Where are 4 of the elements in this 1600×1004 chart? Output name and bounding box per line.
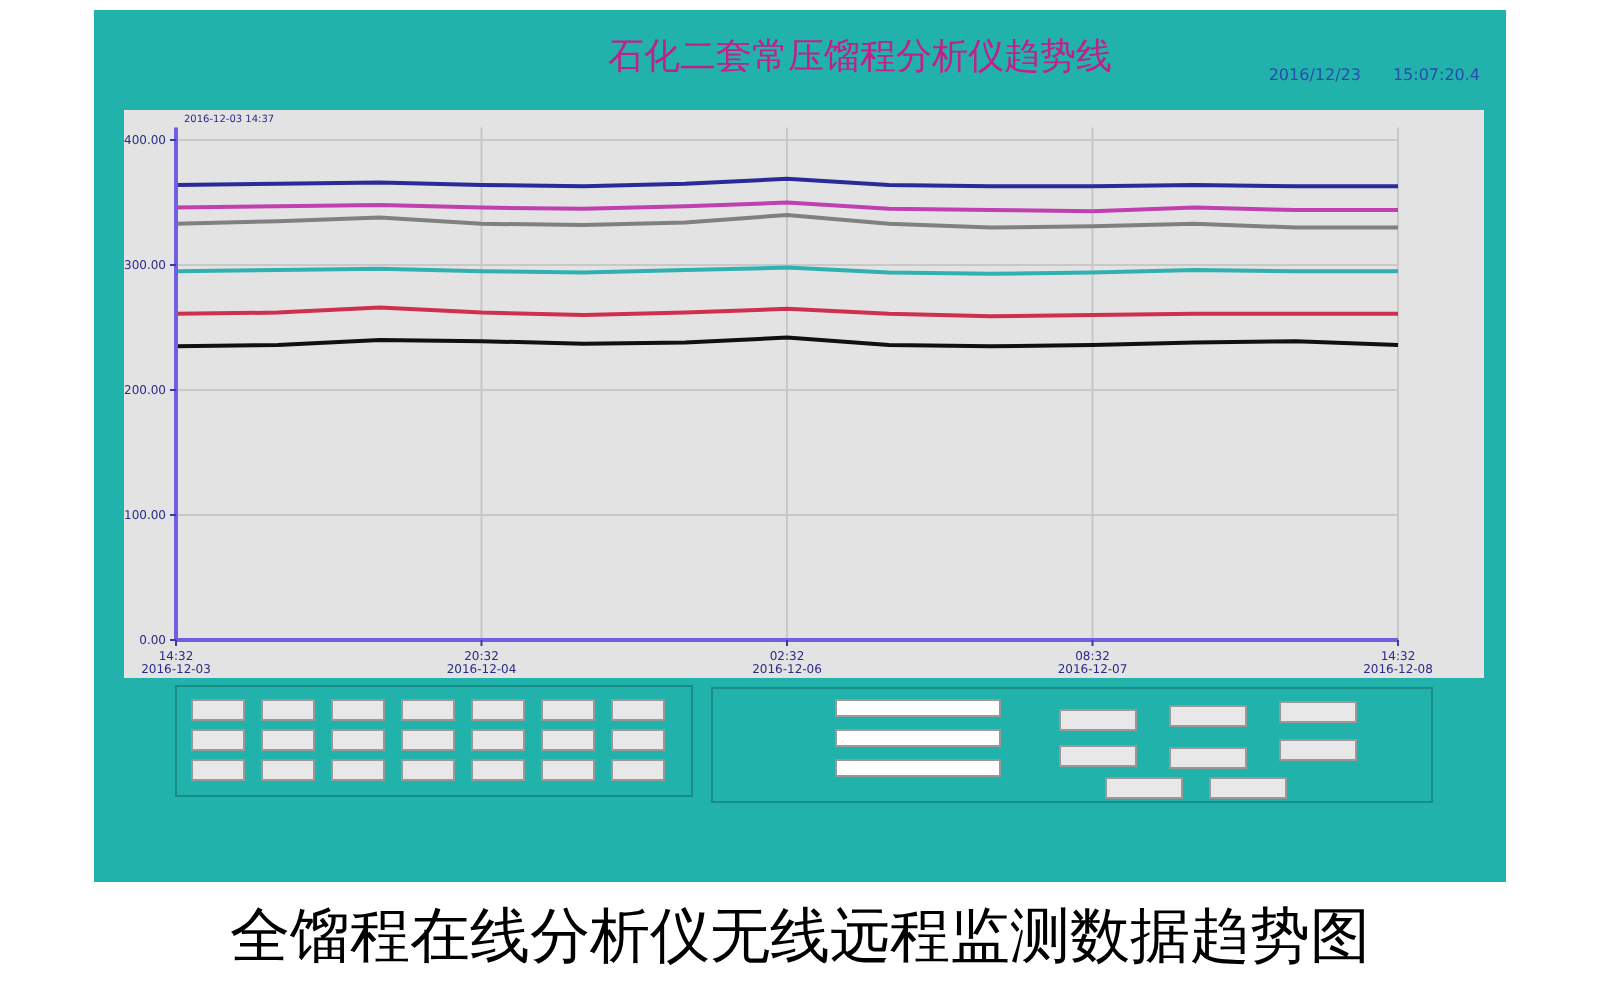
chart-title: 石化二套常压馏程分析仪趋势线 xyxy=(608,36,1112,78)
text: 全馏程在线分析仪无线远程监测数据趋势图 xyxy=(230,902,1370,972)
line-series xyxy=(174,213,1400,230)
chart-subtitle: 2016/12/23 15:07:20.4 xyxy=(1268,66,1480,84)
